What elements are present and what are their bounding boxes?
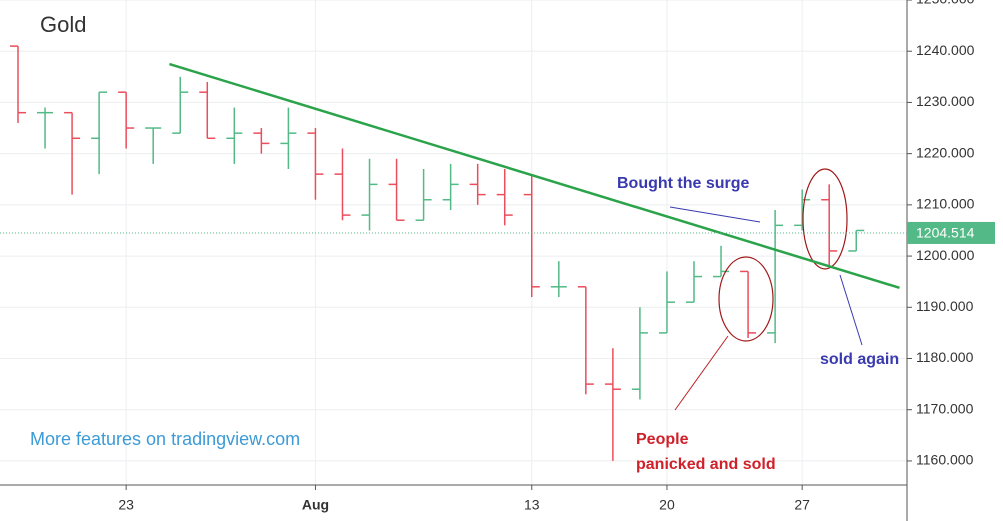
y-tick-label: 1160.000 xyxy=(916,452,974,468)
annotation-pointer xyxy=(839,274,863,346)
y-tick-label: 1210.000 xyxy=(916,196,975,212)
x-tick-label: 13 xyxy=(524,497,540,513)
annotation: People xyxy=(636,431,689,448)
y-tick-label: 1220.000 xyxy=(916,144,975,160)
annotation: sold again xyxy=(820,351,899,368)
annotation-pointer xyxy=(669,206,761,223)
x-tick-label: 27 xyxy=(794,497,810,513)
y-tick-label: 1170.000 xyxy=(916,400,974,416)
y-tick-label: 1230.000 xyxy=(916,93,975,109)
x-tick-label: 20 xyxy=(659,497,675,513)
y-tick-label: 1200.000 xyxy=(916,247,975,263)
highlight-ellipse xyxy=(718,256,774,342)
plot xyxy=(10,45,865,461)
y-tick-label: 1250.000 xyxy=(916,0,975,7)
x-tick-label: Aug xyxy=(302,497,329,513)
watermark: More features on tradingview.com xyxy=(30,429,300,449)
trendline xyxy=(169,62,900,290)
highlight-ellipse xyxy=(802,168,848,270)
annotation: panicked and sold xyxy=(636,456,776,473)
chart-title: Gold xyxy=(40,12,86,37)
y-tick-label: 1240.000 xyxy=(916,42,975,58)
y-tick-label: 1180.000 xyxy=(916,349,974,365)
last-price-label: 1204.514 xyxy=(916,225,975,241)
annotation: Bought the surge xyxy=(617,175,750,192)
y-tick-label: 1190.000 xyxy=(916,298,974,314)
grid xyxy=(0,0,907,485)
annotation-pointer xyxy=(674,335,729,411)
x-tick-label: 23 xyxy=(118,497,134,513)
last-price-box xyxy=(907,221,995,244)
